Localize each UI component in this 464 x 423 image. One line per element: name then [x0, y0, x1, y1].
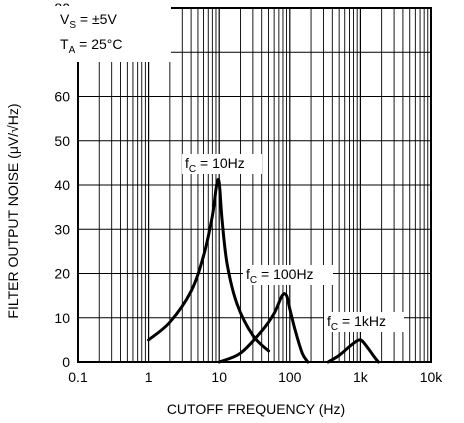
x-tick-label: 1k [353, 369, 369, 385]
y-tick-label: 50 [54, 133, 70, 149]
svg-text:fC = 100Hz: fC = 100Hz [246, 266, 314, 286]
y-tick-label: 30 [54, 221, 70, 237]
series-label-10hz: fC = 10Hz [182, 154, 262, 175]
noise-curve-2 [326, 338, 380, 364]
series-label-1khz: fC = 1kHz [324, 312, 404, 333]
svg-text:fC = 1kHz: fC = 1kHz [327, 313, 386, 333]
y-tick-label: 0 [62, 354, 70, 370]
noise-curve-0 [147, 177, 271, 353]
svg-text:fC = 10Hz: fC = 10Hz [185, 155, 245, 175]
x-axis-title: CUTOFF FREQUENCY (Hz) [167, 401, 345, 417]
conditions-legend: VS = ±5V TA = 25°C [53, 6, 171, 62]
y-tick-label: 40 [54, 177, 70, 193]
x-tick-label: 10k [420, 369, 444, 385]
y-axis-title: FILTER OUTPUT NOISE (μV/√Hz) [5, 103, 21, 318]
x-tick-label: 1 [145, 369, 153, 385]
noise-curve-1 [217, 292, 310, 364]
x-tick-label: 10 [211, 369, 227, 385]
y-tick-label: 60 [54, 89, 70, 105]
y-tick-label: 10 [54, 310, 70, 326]
noise-curves [147, 177, 380, 364]
supply-voltage-label: VS = ±5V [60, 11, 117, 31]
x-tick-label: 0.1 [68, 369, 88, 385]
x-tick-label: 100 [278, 369, 302, 385]
grid-lines [78, 8, 431, 362]
plot-frame [77, 7, 432, 363]
ambient-temp-label: TA = 25°C [60, 36, 122, 56]
series-label-100hz: fC = 100Hz [243, 265, 333, 286]
y-tick-label: 20 [54, 266, 70, 282]
